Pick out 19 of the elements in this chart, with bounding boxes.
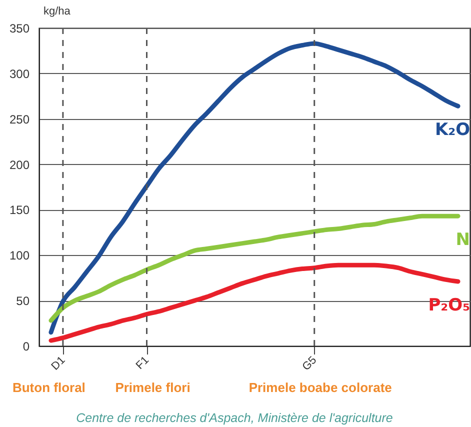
y-tick-label: 350 [9, 22, 30, 36]
y-tick-label: 250 [9, 112, 30, 126]
series-label: P₂O₅ [428, 295, 470, 316]
x-tick-label: F1 [134, 354, 152, 372]
x-tick-label: G5 [300, 354, 320, 374]
text: Centre de recherches d'Aspach, Ministère de l'agriculture [76, 411, 393, 425]
y-tick-label: 150 [9, 203, 30, 218]
y-axis-title: kg/ha [44, 6, 72, 18]
y-tick-label: 200 [9, 158, 30, 172]
text: Buton floral [12, 380, 86, 395]
y-tick-label: 300 [9, 66, 30, 81]
y-tick-label: 50 [16, 294, 30, 308]
series-label: N [456, 230, 470, 250]
series-label: K₂O [434, 120, 470, 140]
x-tick-label: D1 [49, 354, 68, 373]
text: Primele flori [115, 380, 190, 395]
y-tick-label: 0 [22, 340, 30, 354]
y-tick-label: 100 [9, 248, 30, 263]
text: Primele boabe colorate [248, 380, 392, 395]
